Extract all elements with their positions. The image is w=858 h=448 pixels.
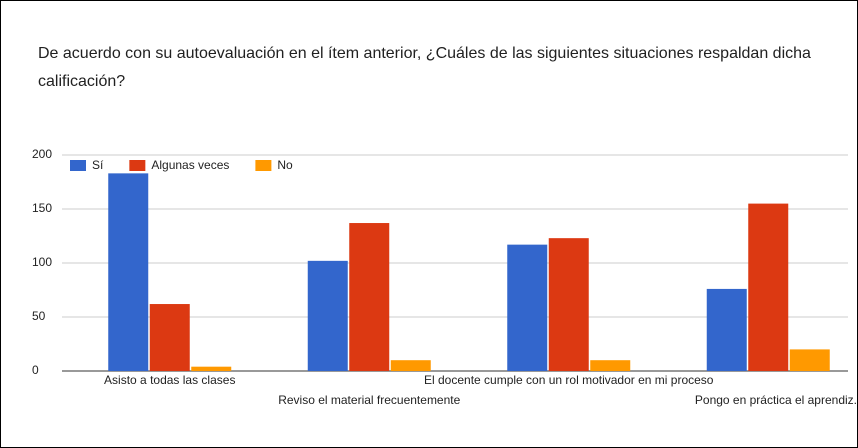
bar [149, 304, 190, 371]
bar [548, 238, 589, 371]
legend-label: No [277, 158, 293, 172]
bar [390, 360, 431, 371]
y-tick-label: 100 [32, 255, 52, 269]
bar [349, 223, 390, 371]
x-tick-label: El docente cumple con un rol motivador e… [424, 373, 714, 387]
legend-swatch [129, 160, 146, 171]
y-tick-label: 200 [32, 147, 52, 161]
bar [507, 244, 548, 371]
legend-swatch [70, 160, 86, 171]
bar [590, 360, 631, 371]
chart-title: De acuerdo con su autoevaluación en el í… [38, 45, 811, 90]
bar [706, 288, 747, 371]
bar [108, 173, 149, 371]
bar [789, 349, 830, 371]
legend-label: Algunas veces [151, 158, 229, 172]
bar [191, 366, 232, 371]
legend-swatch [255, 160, 272, 171]
x-tick-label: Pongo en práctica el aprendiz. [695, 393, 857, 407]
x-tick-label: Reviso el material frecuentemente [278, 393, 460, 407]
bar [307, 260, 348, 371]
y-tick-label: 150 [32, 201, 52, 215]
x-tick-label: Asisto a todas las clases [104, 373, 235, 387]
bar [748, 203, 789, 371]
y-tick-label: 0 [32, 363, 39, 377]
y-tick-label: 50 [32, 309, 46, 323]
legend-label: Sí [92, 158, 104, 172]
